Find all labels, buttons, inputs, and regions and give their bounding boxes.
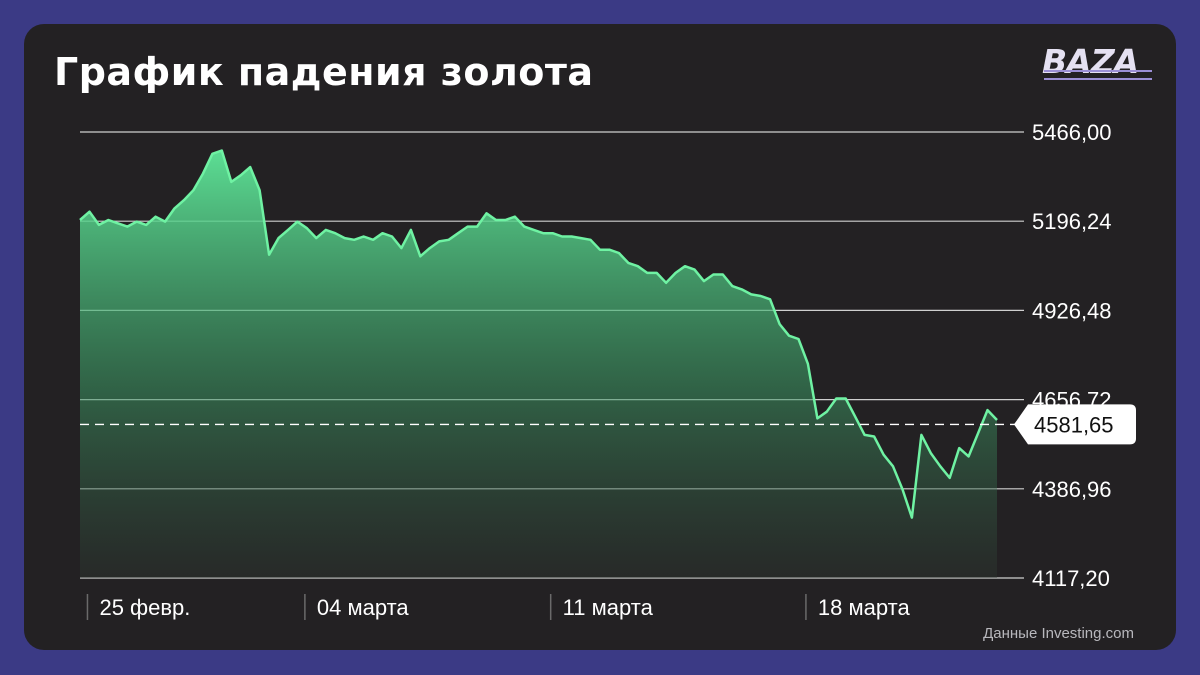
logo-stripe bbox=[1044, 70, 1152, 72]
y-tick-label: 5466,00 bbox=[1032, 120, 1112, 145]
x-tick-label: 11 марта bbox=[563, 595, 654, 620]
current-price-label: 4581,65 bbox=[1034, 412, 1114, 437]
data-source: Данные Investing.com bbox=[983, 625, 1134, 642]
price-line bbox=[79, 149, 998, 519]
x-tick-label: 25 февр. bbox=[99, 595, 190, 620]
logo-stripe bbox=[1044, 78, 1152, 80]
baza-logo: BAZA bbox=[1042, 42, 1139, 81]
y-tick-label: 4926,48 bbox=[1032, 298, 1112, 323]
chart-card: График падения золота BAZA 5466,00 5196,2… bbox=[24, 24, 1176, 650]
y-tick-label: 4386,96 bbox=[1032, 477, 1112, 502]
y-tick-label: 4117,20 bbox=[1032, 566, 1110, 591]
chart-title: График падения золота bbox=[54, 50, 594, 94]
x-tick-label: 04 марта bbox=[317, 595, 410, 620]
price-area bbox=[80, 150, 997, 578]
y-tick-label: 5196,24 bbox=[1032, 209, 1112, 234]
x-tick-label: 18 марта bbox=[818, 595, 911, 620]
gold-price-chart: 5466,005196,244926,484656,724386,964117,… bbox=[79, 120, 1136, 620]
current-price-badge bbox=[1014, 404, 1136, 445]
